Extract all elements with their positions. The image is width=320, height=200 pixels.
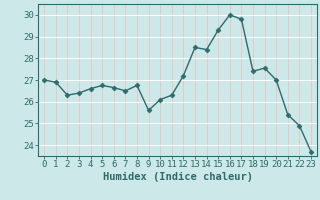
X-axis label: Humidex (Indice chaleur): Humidex (Indice chaleur): [103, 172, 252, 182]
